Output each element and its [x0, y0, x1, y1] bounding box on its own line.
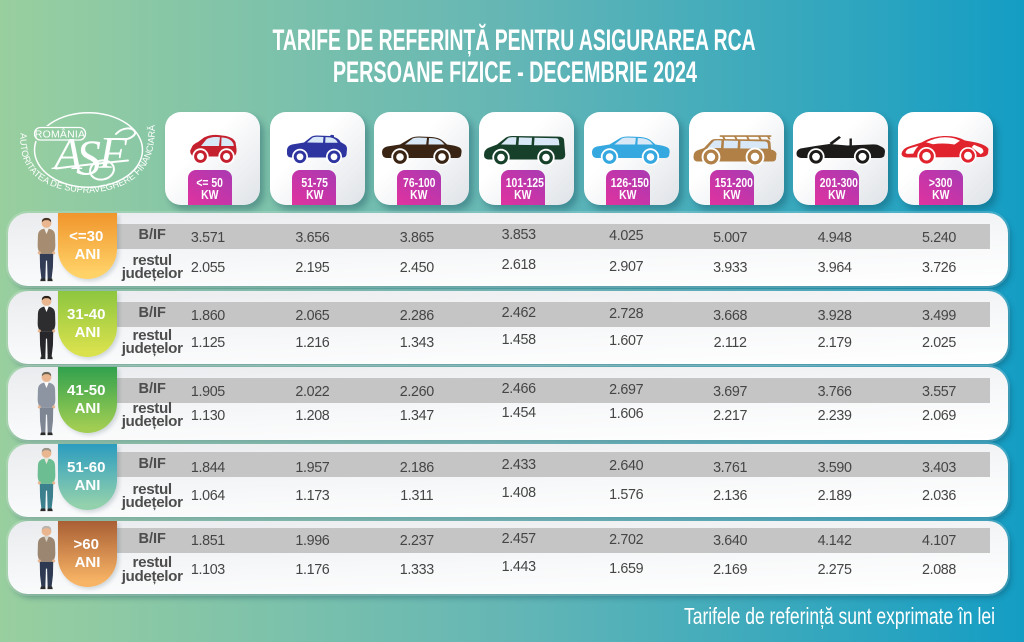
svg-text:A: A — [51, 128, 83, 179]
svg-text:S: S — [76, 129, 101, 185]
svg-text:ROMÂNIA: ROMÂNIA — [35, 128, 85, 141]
